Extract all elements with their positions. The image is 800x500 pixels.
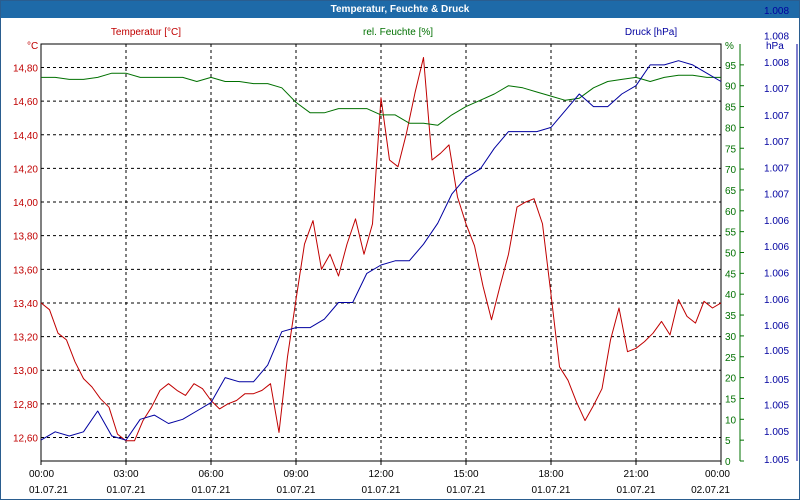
right1-y-tick-label: 85 [725,103,737,114]
x-tick-label-time: 06:00 [198,469,223,480]
left-y-tick-label: 14,80 [13,64,38,75]
left-y-tick-label: 13,40 [13,299,38,310]
right1-y-tick-label: 50 [725,249,737,260]
right2-axis-unit: hPa [766,41,784,52]
x-tick-label-time: 15:00 [453,469,478,480]
x-tick-label-time: 00:00 [29,469,54,480]
right1-y-tick-label: 65 [725,186,737,197]
series-line-rel-feuchte [41,72,721,126]
right1-y-tick-label: 80 [725,123,737,134]
right1-axis-title: rel. Feuchte [%] [363,27,433,38]
left-y-tick-label: 14,60 [13,97,38,108]
series-line-temperatur [40,57,722,442]
right1-axis-unit: % [725,41,734,52]
right1-y-tick-label: 0 [725,457,731,468]
chart-title: Temperatur, Feuchte & Druck [1,1,799,18]
right2-y-tick-label: 1.005 [764,375,789,386]
x-tick-label-date: 02.07.21 [691,485,730,496]
left-y-tick-label: 13,60 [13,265,38,276]
x-tick-label-date: 01.07.21 [532,485,571,496]
x-tick-label-time: 12:00 [368,469,393,480]
x-tick-label-time: 18:00 [538,469,563,480]
left-y-tick-label: 12,60 [13,433,38,444]
right2-y-tick-label: 1.006 [764,242,789,253]
right1-y-tick-label: 40 [725,290,737,301]
right2-y-tick-label: 1.005 [764,400,789,411]
left-y-tick-label: 14,00 [13,198,38,209]
right1-y-tick-label: 5 [725,436,731,447]
left-y-tick-label: 13,20 [13,333,38,344]
right1-y-tick-label: 55 [725,228,737,239]
left-y-tick-label: 12,80 [13,400,38,411]
right2-y-tick-label: 1.005 [764,427,789,438]
right1-y-tick-label: 15 [725,394,737,405]
x-tick-label-time: 09:00 [283,469,308,480]
right1-y-tick-label: 20 [725,374,737,385]
x-tick-label-date: 01.07.21 [447,485,486,496]
right1-y-tick-label: 95 [725,61,737,72]
right1-y-tick-label: 75 [725,144,737,155]
x-tick-label-date: 01.07.21 [107,485,146,496]
right2-y-tick-label: 1.008 [764,6,789,17]
right1-y-tick-label: 70 [725,165,737,176]
left-y-tick-label: 14,40 [13,131,38,142]
right2-y-tick-label: 1.005 [764,455,789,466]
right1-y-tick-label: 30 [725,332,737,343]
right2-y-tick-label: 1.007 [764,111,789,122]
right2-y-tick-label: 1.008 [764,58,789,69]
right2-y-tick-label: 1.007 [764,84,789,95]
right1-y-tick-label: 35 [725,311,737,322]
left-y-tick-label: 13,80 [13,232,38,243]
right2-y-tick-label: 1.005 [764,346,789,357]
x-tick-label-date: 01.07.21 [192,485,231,496]
x-tick-label-time: 00:00 [705,469,730,480]
left-axis-title: Temperatur [°C] [111,27,181,38]
x-tick-label-date: 01.07.21 [29,485,68,496]
left-y-tick-label: 14,20 [13,164,38,175]
x-tick-label-date: 01.07.21 [362,485,401,496]
right1-y-tick-label: 10 [725,415,737,426]
right2-y-tick-label: 1.007 [764,163,789,174]
left-axis-unit: °C [27,41,38,52]
right2-axis-title: Druck [hPa] [625,27,677,38]
right2-y-tick-label: 1.006 [764,269,789,280]
right2-y-tick-label: 1.007 [764,137,789,148]
right1-y-tick-label: 90 [725,82,737,93]
x-tick-label-time: 03:00 [113,469,138,480]
right1-y-tick-label: 25 [725,353,737,364]
right2-y-tick-label: 1.006 [764,321,789,332]
x-tick-label-date: 01.07.21 [277,485,316,496]
right2-y-tick-label: 1.006 [764,216,789,227]
x-tick-label-date: 01.07.21 [617,485,656,496]
series-line-druck [40,60,722,441]
left-y-tick-label: 13,00 [13,366,38,377]
right1-y-tick-label: 60 [725,207,737,218]
right2-y-tick-label: 1.008 [764,32,789,43]
right2-y-tick-label: 1.006 [764,295,789,306]
x-tick-label-time: 21:00 [623,469,648,480]
right2-y-tick-label: 1.007 [764,190,789,201]
right1-y-tick-label: 45 [725,269,737,280]
